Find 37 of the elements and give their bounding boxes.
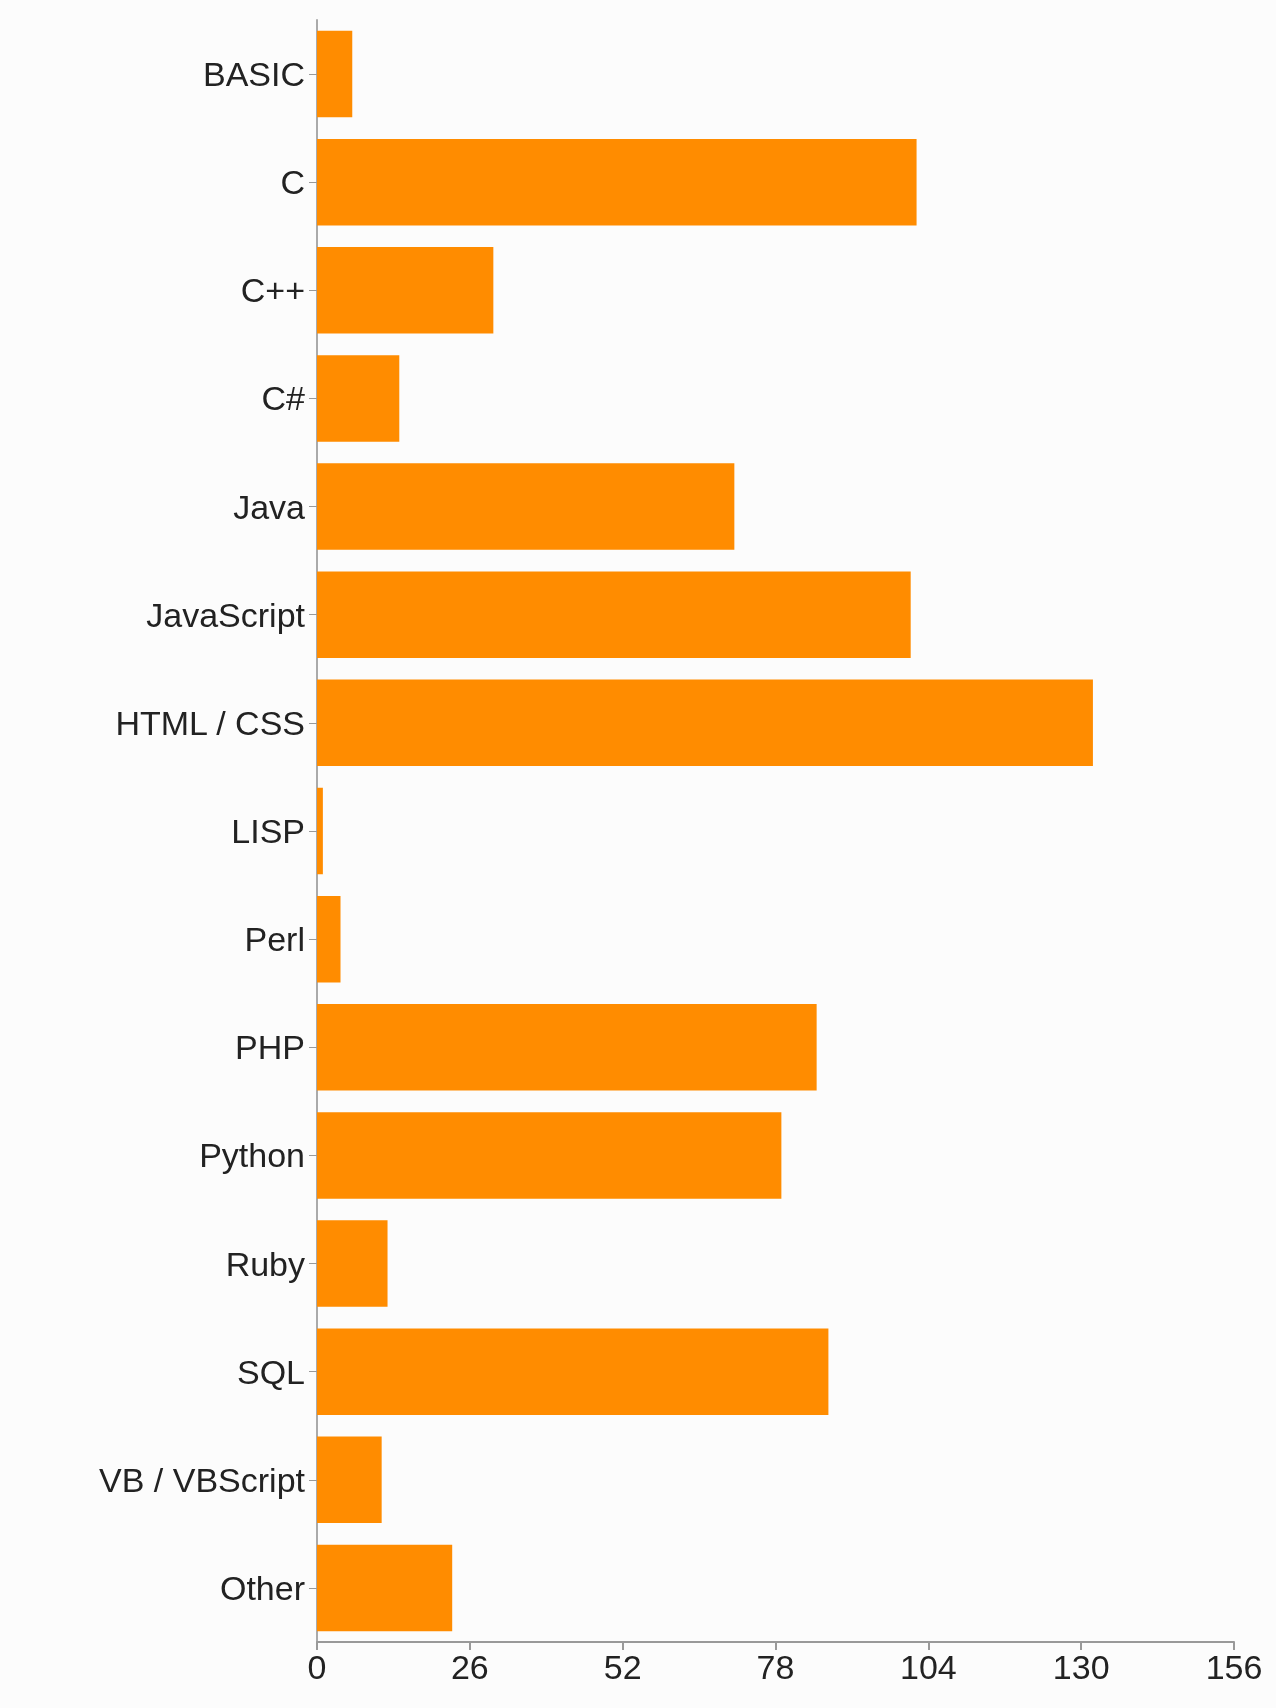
x-tick-label: 0: [307, 1648, 327, 1686]
x-tick-label: 130: [1052, 1648, 1110, 1686]
y-tick-label: VB / VBScript: [99, 1460, 306, 1499]
x-tick-label: 78: [756, 1648, 795, 1686]
bar: [317, 463, 735, 550]
bar: [317, 787, 323, 875]
y-tick-label: Perl: [244, 920, 305, 959]
bar: [317, 355, 400, 442]
y-tick-label: Python: [199, 1136, 305, 1175]
bar: [317, 679, 1093, 767]
y-tick-label: C++: [240, 271, 305, 310]
bar: [317, 30, 353, 118]
y-tick-label: JavaScript: [146, 595, 306, 634]
bar: [317, 247, 494, 334]
bar: [317, 1004, 817, 1091]
bar: [317, 1220, 388, 1307]
y-tick-label: Other: [219, 1568, 305, 1607]
y-tick-label: HTML / CSS: [115, 703, 305, 742]
x-tick-label: 156: [1205, 1648, 1263, 1686]
bar: [317, 1328, 829, 1415]
y-tick-label: C#: [261, 379, 306, 418]
x-tick-label: 26: [450, 1648, 489, 1686]
y-tick-label: SQL: [236, 1352, 305, 1391]
bar: [317, 895, 341, 983]
bar: [317, 571, 911, 658]
y-tick-label: BASIC: [202, 55, 305, 94]
x-tick-label: 52: [603, 1648, 642, 1686]
bar: [317, 138, 917, 226]
bar: [317, 1436, 382, 1524]
bar: [317, 1544, 453, 1632]
y-tick-label: Ruby: [225, 1244, 305, 1283]
bar: [317, 1112, 782, 1199]
y-tick-label: Java: [233, 487, 306, 526]
y-tick-label: PHP: [235, 1028, 305, 1067]
x-tick-label: 104: [899, 1648, 957, 1686]
y-tick-label: LISP: [231, 812, 305, 850]
y-tick-label: C: [280, 163, 305, 202]
